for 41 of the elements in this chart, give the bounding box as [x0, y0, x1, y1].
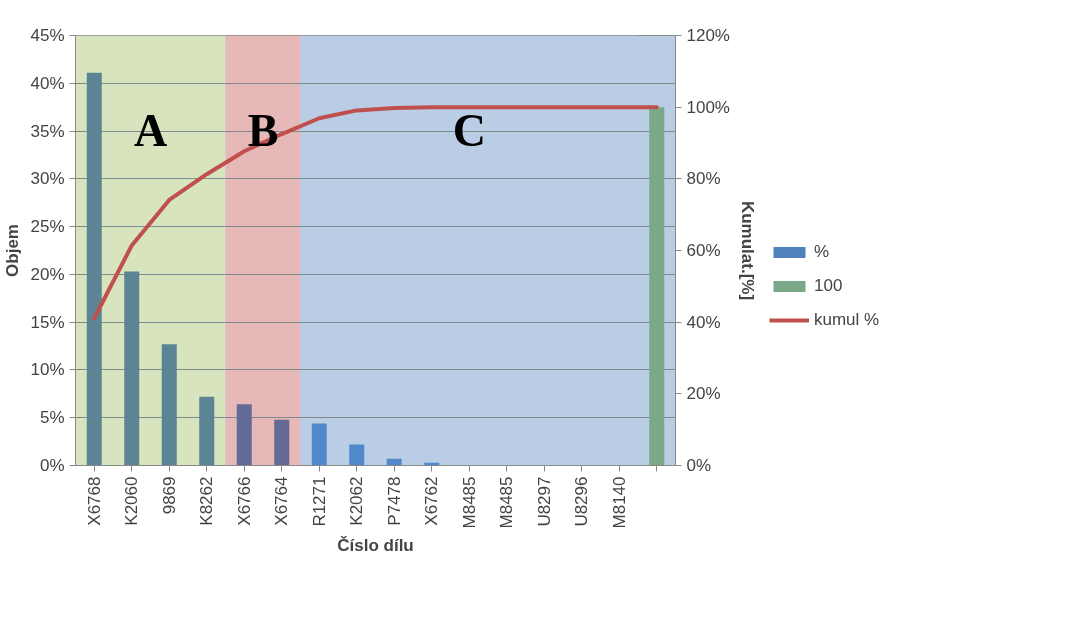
y2-tick-label: 20%	[686, 384, 721, 404]
legend-label: 100	[814, 276, 843, 296]
legend-label: kumul %	[814, 310, 880, 330]
x-tick-label: X6762	[422, 476, 442, 526]
x-axis-title: Číslo dílu	[337, 536, 414, 556]
x-tick-label: X6764	[272, 476, 292, 526]
x-tick-label: P7478	[384, 476, 404, 526]
x-tick-label: K8262	[197, 476, 217, 526]
y-tick-label: 5%	[39, 408, 65, 428]
x-tick-label: M8140	[609, 476, 629, 529]
x-tick-label: R1271	[309, 476, 329, 527]
legend-label: %	[814, 242, 831, 262]
y-tick-label: 35%	[30, 121, 65, 141]
y-tick-label: 30%	[30, 169, 65, 189]
y2-tick-label: 60%	[686, 241, 721, 260]
x-tick-label: M8485	[497, 476, 517, 529]
x-tick-label: 9869	[159, 476, 179, 515]
x-tick-label: U8297	[534, 476, 554, 527]
x-tick-label: U8296	[572, 476, 592, 527]
x-tick-label: K2060	[122, 476, 142, 526]
y-tick-label: 45%	[30, 26, 65, 45]
band-label: A	[133, 104, 168, 156]
y-tick-label: 25%	[30, 217, 65, 237]
y2-tick-label: 40%	[686, 312, 721, 332]
y-tick-label: 40%	[30, 73, 65, 93]
y2-tick-label: 120%	[686, 26, 730, 45]
y2-axis-title: Kumulat.[%]	[737, 200, 757, 301]
y-axis-title: Objem	[3, 224, 23, 277]
y2-tick-label: 0%	[686, 456, 712, 475]
x-tick-label: M8485	[459, 476, 479, 529]
y-tick-label: 10%	[30, 360, 65, 380]
y2-tick-label: 80%	[686, 169, 721, 189]
band-label: B	[247, 104, 279, 156]
y-tick-label: 0%	[39, 456, 65, 475]
band-label: C	[452, 104, 486, 156]
x-tick-label: X6768	[84, 476, 104, 526]
y2-tick-label: 100%	[686, 97, 730, 117]
x-tick-label: X6766	[234, 476, 254, 526]
y-tick-label: 15%	[30, 312, 65, 332]
y-tick-label: 20%	[30, 264, 65, 284]
x-tick-label: K2062	[347, 476, 367, 526]
